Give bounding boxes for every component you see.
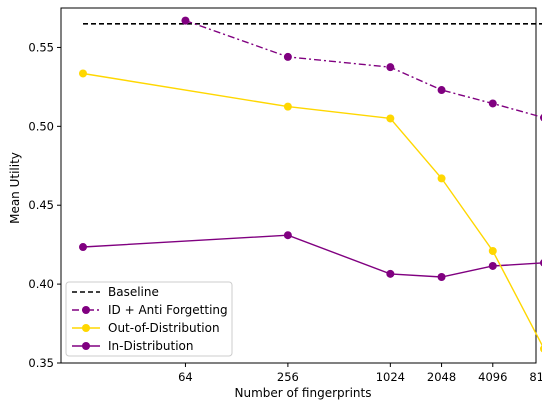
data-point-out-of-distribution xyxy=(283,102,292,111)
data-point-id-anti-forgetting xyxy=(488,99,497,108)
y-axis-label: Mean Utility xyxy=(8,152,22,224)
legend-marker-in-distribution xyxy=(82,342,90,350)
x-tick-label: 256 xyxy=(277,370,299,384)
data-point-id-anti-forgetting xyxy=(437,86,446,95)
y-tick-label: 0.45 xyxy=(28,198,54,212)
data-point-in-distribution xyxy=(79,243,87,252)
series-layer xyxy=(79,16,542,353)
data-point-in-distribution xyxy=(386,269,395,278)
axis-ticks: 0.35 0.40 0.45 0.50 0.55 64 256 1024 2048 4096 819… xyxy=(28,40,542,384)
data-point-id-anti-forgetting xyxy=(181,16,190,25)
data-point-in-distribution xyxy=(437,273,446,282)
series-line-id-anti-forgetting xyxy=(185,19,542,118)
data-point-out-of-distribution xyxy=(79,69,87,78)
x-tick-label: 1024 xyxy=(376,370,405,384)
data-point-in-distribution xyxy=(488,261,497,270)
x-tick-label: 8192 xyxy=(529,370,542,384)
series-line-out-of-distribution xyxy=(82,72,542,347)
data-point-out-of-distribution xyxy=(488,246,497,255)
legend-label-in-distribution: In-Distribution xyxy=(108,339,193,353)
legend-label-baseline: Baseline xyxy=(108,285,159,299)
y-tick-label: 0.50 xyxy=(28,119,54,133)
data-point-out-of-distribution xyxy=(386,114,395,123)
y-tick-label: 0.40 xyxy=(28,277,54,291)
x-tick-label: 4096 xyxy=(478,370,507,384)
data-point-in-distribution xyxy=(283,231,292,240)
legend: Baseline ID + Anti Forgetting Out-of-Dis… xyxy=(65,281,233,357)
y-tick-label: 0.55 xyxy=(28,40,54,54)
x-tick-label: 2048 xyxy=(427,370,456,384)
data-point-out-of-distribution xyxy=(437,174,446,183)
data-point-id-anti-forgetting xyxy=(386,63,395,72)
y-tick-label: 0.35 xyxy=(28,356,54,370)
plot-frame xyxy=(60,7,537,364)
legend-label-out-of-distribution: Out-of-Distribution xyxy=(108,321,220,335)
x-axis-label: Number of fingerprints xyxy=(235,386,372,400)
legend-box xyxy=(65,281,233,357)
legend-marker-id-anti-forgetting xyxy=(82,306,90,314)
legend-marker-out-of-distribution xyxy=(82,324,90,332)
legend-label-id-anti-forgetting: ID + Anti Forgetting xyxy=(108,303,228,317)
data-point-id-anti-forgetting xyxy=(283,52,292,61)
series-line-in-distribution xyxy=(82,234,542,278)
x-tick-label: 64 xyxy=(178,370,193,384)
